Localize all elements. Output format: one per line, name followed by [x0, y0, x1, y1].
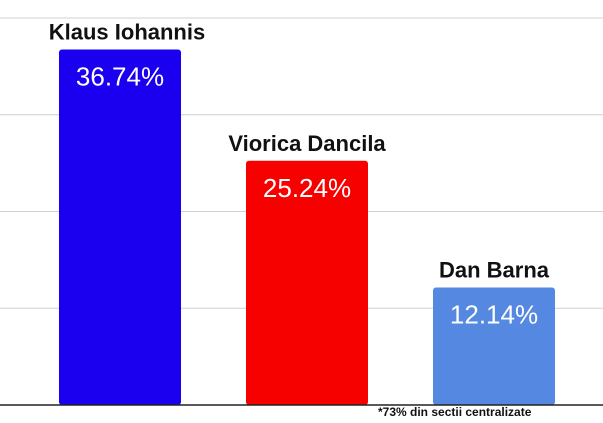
bar — [59, 49, 181, 406]
labels: 36.74% Klaus Iohannis 25.24% Viorica Dancil… — [49, 20, 550, 330]
value-label: 12.14% — [450, 300, 538, 330]
bars — [59, 49, 555, 406]
value-label: 25.24% — [263, 173, 351, 203]
bar — [433, 287, 555, 405]
category-label: Viorica Dancila — [228, 131, 386, 156]
category-label: Dan Barna — [439, 258, 550, 283]
value-label: 36.74% — [76, 62, 164, 92]
footnote: *73% din sectii centralizate — [378, 405, 532, 419]
category-label: Klaus Iohannis — [49, 20, 205, 45]
bar — [246, 160, 368, 405]
